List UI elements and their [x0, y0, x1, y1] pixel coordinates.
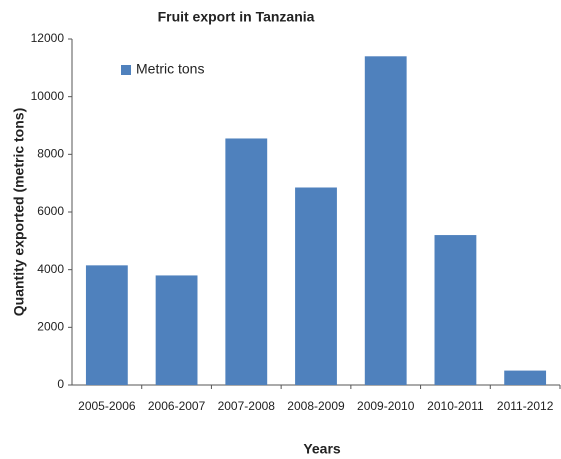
bar — [155, 275, 198, 385]
x-tick-label: 2009-2010 — [357, 399, 415, 413]
x-tick-label: 2007-2008 — [218, 399, 276, 413]
x-tick-label: 2006-2007 — [148, 399, 206, 413]
y-tick-label: 2000 — [37, 320, 64, 334]
x-tick-label: 2011-2012 — [497, 399, 554, 413]
y-tick-label: 0 — [57, 377, 64, 391]
bar — [225, 138, 268, 385]
bar — [85, 265, 128, 385]
y-tick-label: 10000 — [31, 89, 65, 103]
x-tick-label: 2008-2009 — [287, 399, 345, 413]
x-tick-label: 2010-2011 — [427, 399, 484, 413]
y-tick-label: 8000 — [37, 147, 64, 161]
x-axis-label: Years — [303, 441, 341, 457]
y-tick-label: 12000 — [31, 31, 65, 45]
bar — [364, 56, 407, 386]
x-tick-label: 2005-2006 — [78, 399, 136, 413]
y-tick-label: 6000 — [37, 204, 64, 218]
bar — [434, 235, 477, 385]
y-axis-label: Quantity exported (metric tons) — [11, 108, 27, 316]
y-tick-label: 4000 — [37, 262, 64, 276]
bar — [504, 370, 547, 385]
bar — [295, 187, 337, 385]
chart-title: Fruit export in Tanzania — [158, 9, 315, 25]
legend-label: Metric tons — [136, 61, 204, 77]
legend-swatch — [121, 65, 131, 75]
